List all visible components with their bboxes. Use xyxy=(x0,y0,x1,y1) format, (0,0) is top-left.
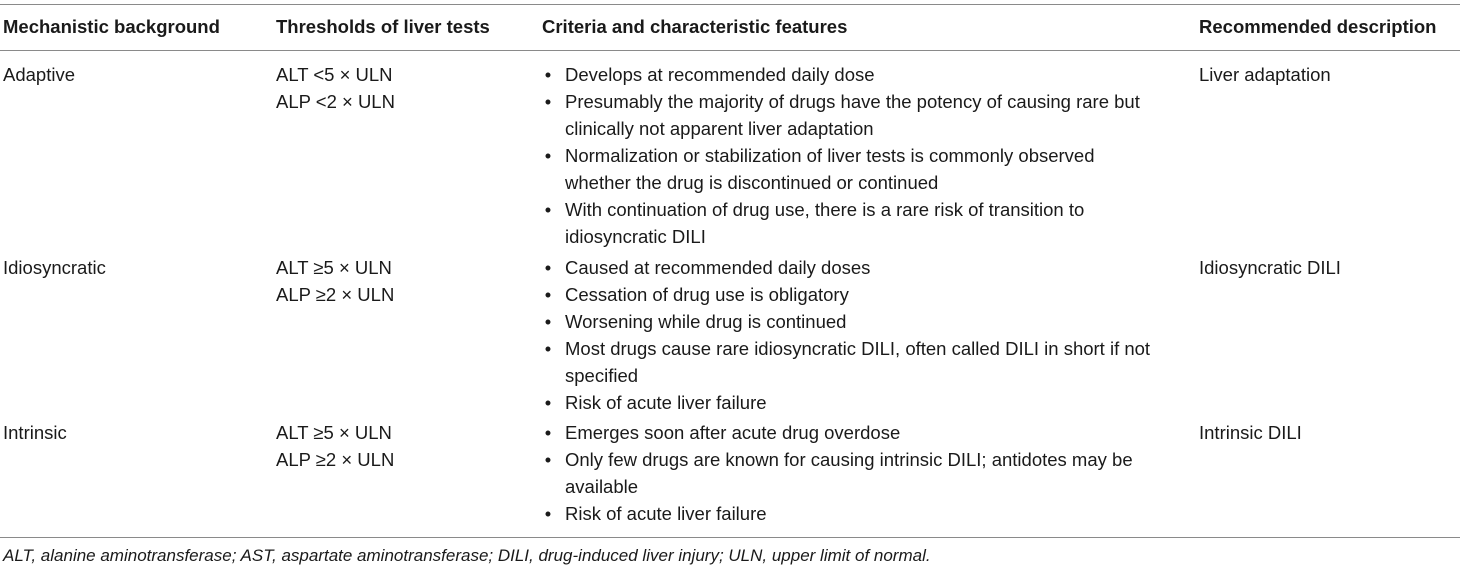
criteria-item: • Cessation of drug use is obligatory xyxy=(542,281,1162,308)
criteria-text: Most drugs cause rare idiosyncratic DILI… xyxy=(565,338,1151,386)
bullet-icon: • xyxy=(544,284,552,305)
bullet-icon: • xyxy=(544,199,552,220)
header-thresholds: Thresholds of liver tests xyxy=(276,16,490,37)
criteria-text: Presumably the majority of drugs have th… xyxy=(565,91,1140,139)
criteria-text: With continuation of drug use, there is … xyxy=(565,199,1085,247)
criteria-text: Only few drugs are known for causing int… xyxy=(565,449,1133,497)
cell-description: Liver adaptation xyxy=(1199,64,1331,85)
table-top-rule xyxy=(0,4,1460,5)
bullet-icon: • xyxy=(544,392,552,413)
threshold-alt: ALT ≥5 × ULN xyxy=(276,257,392,278)
bullet-icon: • xyxy=(544,311,552,332)
bullet-icon: • xyxy=(544,338,552,359)
bullet-icon: • xyxy=(544,422,552,443)
cell-mechanism: Adaptive xyxy=(3,64,75,85)
criteria-item: • Risk of acute liver failure xyxy=(542,500,1162,527)
bullet-icon: • xyxy=(544,145,552,166)
bullet-icon: • xyxy=(544,64,552,85)
criteria-item: • Develops at recommended daily dose xyxy=(542,61,1162,88)
cell-description: Intrinsic DILI xyxy=(1199,422,1302,443)
bullet-icon: • xyxy=(544,257,552,278)
cell-thresholds: ALT ≥5 × ULN ALP ≥2 × ULN xyxy=(276,254,394,308)
criteria-item: • Worsening while drug is continued xyxy=(542,308,1162,335)
table-footnote: ALT, alanine aminotransferase; AST, aspa… xyxy=(3,546,931,565)
bullet-icon: • xyxy=(544,503,552,524)
criteria-item: • Most drugs cause rare idiosyncratic DIL… xyxy=(542,335,1162,389)
bullet-icon: • xyxy=(544,91,552,112)
criteria-item: • Normalization or stabilization of liver… xyxy=(542,142,1162,196)
criteria-text: Develops at recommended daily dose xyxy=(565,64,875,85)
criteria-item: • Caused at recommended daily doses xyxy=(542,254,1162,281)
cell-description: Idiosyncratic DILI xyxy=(1199,257,1341,278)
criteria-text: Normalization or stabilization of liver … xyxy=(565,145,1095,193)
criteria-text: Cessation of drug use is obligatory xyxy=(565,284,849,305)
cell-mechanism: Idiosyncratic xyxy=(3,257,106,278)
bullet-icon: • xyxy=(544,449,552,470)
criteria-text: Caused at recommended daily doses xyxy=(565,257,871,278)
threshold-alp: ALP <2 × ULN xyxy=(276,91,395,112)
criteria-text: Worsening while drug is continued xyxy=(565,311,847,332)
table-bottom-rule xyxy=(0,537,1460,538)
threshold-alp: ALP ≥2 × ULN xyxy=(276,449,395,470)
cell-mechanism: Intrinsic xyxy=(3,422,67,443)
criteria-text: Risk of acute liver failure xyxy=(565,503,767,524)
threshold-alt: ALT ≥5 × ULN xyxy=(276,422,392,443)
threshold-alp: ALP ≥2 × ULN xyxy=(276,284,395,305)
table-header-rule xyxy=(0,50,1460,51)
threshold-alt: ALT <5 × ULN xyxy=(276,64,393,85)
criteria-item: • Risk of acute liver failure xyxy=(542,389,1162,416)
criteria-list: • Emerges soon after acute drug overdose … xyxy=(542,419,1162,527)
criteria-item: • With continuation of drug use, there is… xyxy=(542,196,1162,250)
criteria-text: Emerges soon after acute drug overdose xyxy=(565,422,901,443)
cell-thresholds: ALT ≥5 × ULN ALP ≥2 × ULN xyxy=(276,419,394,473)
criteria-item: • Presumably the majority of drugs have t… xyxy=(542,88,1162,142)
criteria-item: • Only few drugs are known for causing in… xyxy=(542,446,1162,500)
criteria-list: • Caused at recommended daily doses • Cess… xyxy=(542,254,1162,416)
criteria-item: • Emerges soon after acute drug overdose xyxy=(542,419,1162,446)
table-header-row: Mechanistic background Thresholds of liv… xyxy=(0,4,1460,50)
cell-thresholds: ALT <5 × ULN ALP <2 × ULN xyxy=(276,61,395,115)
header-criteria: Criteria and characteristic features xyxy=(542,16,848,37)
header-recommended-description: Recommended description xyxy=(1199,16,1437,37)
header-mechanistic-background: Mechanistic background xyxy=(3,16,220,37)
criteria-text: Risk of acute liver failure xyxy=(565,392,767,413)
criteria-list: • Develops at recommended daily dose • Pre… xyxy=(542,61,1162,250)
